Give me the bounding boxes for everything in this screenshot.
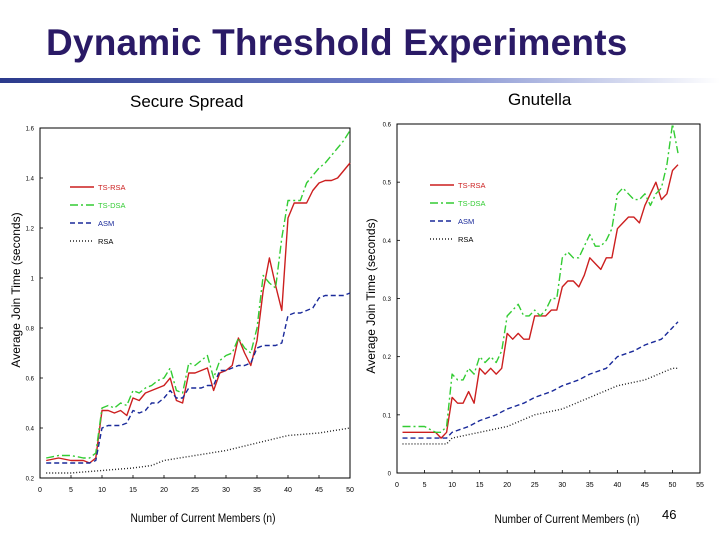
chart-0-x-tick-label: 20 bbox=[160, 487, 168, 494]
chart-1-x-tick-label: 40 bbox=[613, 482, 621, 489]
chart-0-x-tick-label: 10 bbox=[98, 487, 106, 494]
chart-1-x-tick-label: 30 bbox=[558, 482, 566, 489]
chart-0-x-tick-label: 40 bbox=[284, 487, 292, 494]
secure-spread-chart: 0 5 10 15 20 25 30 35 40 45 50 0.2 0.4 0.6 0.8 1 1.2 1.4 1… bbox=[9, 127, 354, 526]
chart-1-x-tick-label: 35 bbox=[586, 482, 594, 489]
chart-0-legend-label-rsa: RSA bbox=[98, 237, 113, 246]
chart-0-y-tick-label: 1.2 bbox=[26, 227, 35, 233]
chart-1-series-line-asm bbox=[402, 321, 679, 439]
chart-1-x-tick-label: 0 bbox=[395, 482, 399, 489]
chart-0-y-axis-label: Average Join Time (seconds) bbox=[9, 212, 23, 367]
chart-1-x-tick-label: 25 bbox=[531, 482, 539, 489]
chart-1-y-tick-label: 0.3 bbox=[383, 297, 392, 303]
chart-1-x-tick-label: 10 bbox=[448, 482, 456, 489]
chart-0-y-tick-label: 0.8 bbox=[26, 327, 35, 333]
chart-1-x-tick-label: 55 bbox=[696, 482, 704, 489]
chart-0-x-tick-label: 30 bbox=[222, 487, 230, 494]
chart-1-y-tick-label: 0.6 bbox=[383, 123, 392, 129]
chart-0-x-tick-label: 45 bbox=[315, 487, 323, 494]
chart-0-x-tick-label: 50 bbox=[346, 487, 354, 494]
chart-0-y-tick-label: 0.6 bbox=[26, 377, 35, 383]
chart-1-legend-label-ts-dsa: TS-DSA bbox=[458, 199, 486, 208]
chart-1-series-line-rsa bbox=[402, 367, 678, 445]
chart-1-y-tick-label: 0.4 bbox=[383, 239, 392, 245]
panel-label-secure-spread: Secure Spread bbox=[130, 92, 244, 111]
chart-0-x-tick-label: 25 bbox=[191, 487, 199, 494]
chart-0-legend-label-ts-dsa: TS-DSA bbox=[98, 201, 126, 210]
chart-1-y-tick-label: 0.2 bbox=[383, 355, 392, 361]
chart-1-legend-label-rsa: RSA bbox=[458, 235, 473, 244]
chart-0-series-line-ts-dsa bbox=[46, 130, 351, 459]
chart-1-x-tick-label: 20 bbox=[503, 482, 511, 489]
chart-0-y-tick-label: 1.4 bbox=[26, 177, 35, 183]
chart-1-y-tick-label: 0.5 bbox=[383, 181, 392, 187]
chart-0-y-tick-label: 1 bbox=[31, 277, 35, 283]
chart-1-series-line-ts-rsa bbox=[402, 164, 679, 439]
chart-1-legend-label-asm: ASM bbox=[458, 217, 474, 226]
chart-1-x-tick-label: 15 bbox=[476, 482, 484, 489]
chart-0-x-tick-label: 5 bbox=[69, 487, 73, 494]
title-divider bbox=[0, 78, 720, 83]
chart-0-legend-label-asm: ASM bbox=[98, 219, 114, 228]
chart-0-x-tick-label: 0 bbox=[38, 487, 42, 494]
slide-title: Dynamic Threshold Experiments bbox=[46, 22, 628, 63]
chart-0-series-line-asm bbox=[46, 292, 351, 464]
chart-1-legend-label-ts-rsa: TS-RSA bbox=[458, 181, 486, 190]
chart-1-y-tick-label: 0 bbox=[388, 472, 392, 478]
chart-0-y-tick-label: 0.2 bbox=[26, 477, 35, 483]
chart-1-x-tick-label: 5 bbox=[423, 482, 427, 489]
chart-0-x-tick-label: 15 bbox=[129, 487, 137, 494]
chart-1-x-axis-label: Number of Current Members (n) bbox=[495, 513, 640, 526]
chart-0-y-tick-label: 0.4 bbox=[26, 427, 35, 433]
chart-0-x-tick-label: 35 bbox=[253, 487, 261, 494]
panel-label-gnutella: Gnutella bbox=[508, 90, 572, 109]
chart-0-x-axis-label: Number of Current Members (n) bbox=[131, 512, 276, 525]
chart-0-y-tick-label: 1.6 bbox=[26, 127, 35, 133]
chart-0-legend-label-ts-rsa: TS-RSA bbox=[98, 183, 126, 192]
chart-1-x-tick-label: 45 bbox=[641, 482, 649, 489]
chart-1-x-tick-label: 50 bbox=[669, 482, 677, 489]
chart-1-y-tick-label: 0.1 bbox=[383, 413, 392, 419]
chart-0-series-line-ts-rsa bbox=[46, 162, 351, 464]
chart-1-y-axis-label: Average Join Time (seconds) bbox=[364, 218, 378, 373]
chart-1-series-line-ts-dsa bbox=[402, 123, 679, 433]
page-number: 46 bbox=[662, 507, 677, 522]
chart-1-plot-frame bbox=[396, 123, 701, 474]
